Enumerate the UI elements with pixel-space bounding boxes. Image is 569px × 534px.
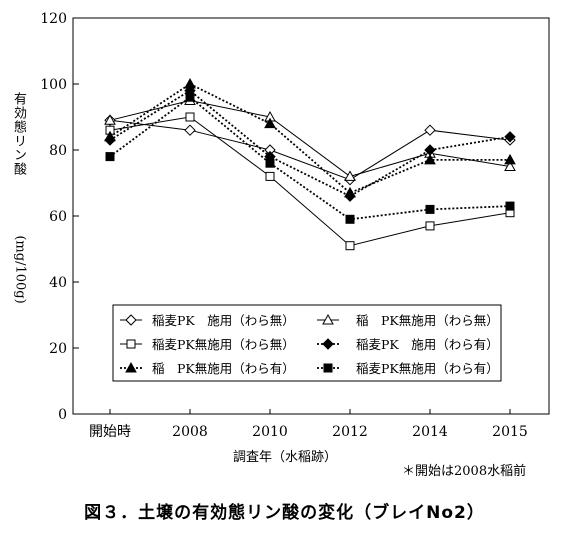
- legend-marker: [126, 339, 136, 349]
- series-line: [109, 96, 511, 221]
- data-point: [344, 170, 356, 181]
- figure-caption: 図３．土壌の有効態リン酸の変化（ブレイNo2）: [84, 503, 485, 523]
- legend-label: 稲麦PK無施用（わら有）: [356, 361, 499, 376]
- x-axis-label: 調査年（水稲跡）: [233, 449, 337, 465]
- legend-marker: [322, 338, 334, 350]
- data-point: [504, 160, 516, 171]
- data-point: [424, 124, 436, 136]
- legend-box: [112, 304, 502, 382]
- legend: 稲麦PK 施用（わら無） 稲 PK無施用（わら無） 稲麦PK無施用（わら無） 稲麦PK…: [112, 304, 502, 382]
- series-line: [109, 89, 511, 198]
- series-line: [109, 116, 511, 247]
- series-line: [109, 99, 511, 177]
- data-point: [424, 153, 436, 165]
- legend-label: 稲麦PK 施用（わら無）: [152, 313, 295, 328]
- x-tick-label: 2012: [332, 424, 368, 440]
- y-axis-unit: (mg/100g): [10, 232, 30, 312]
- x-tick-label: 2010: [252, 424, 288, 440]
- data-point: [265, 158, 275, 168]
- data-point: [104, 114, 116, 125]
- legend-marker: [323, 363, 333, 373]
- data-point: [345, 214, 355, 224]
- footnote: ＊開始は2008水稲前: [402, 464, 527, 479]
- data-point: [184, 77, 196, 89]
- y-axis-ticks: 0 20 40 60 80 100 120: [40, 11, 79, 423]
- data-point: [185, 92, 195, 102]
- y-tick-label: 20: [49, 341, 67, 357]
- data-point: [504, 131, 516, 143]
- y-axis-label-main: 有効態リン酸: [11, 92, 26, 176]
- data-point: [185, 112, 195, 122]
- legend-label: 稲麦PK 施用（わら有）: [356, 337, 499, 352]
- data-point: [105, 152, 115, 162]
- series-markers: [104, 77, 516, 251]
- data-point: [104, 130, 116, 142]
- y-tick-label: 120: [40, 11, 67, 27]
- y-axis-unit-text: (mg/100g): [12, 235, 28, 304]
- data-point: [184, 124, 196, 136]
- data-point: [504, 153, 516, 165]
- legend-label: 稲麦PK無施用（わら無）: [152, 337, 295, 352]
- legend-marker: [125, 314, 137, 326]
- legend-marker: [125, 361, 137, 373]
- legend-label: 稲 PK無施用（わら有）: [152, 361, 295, 376]
- data-point: [265, 171, 275, 181]
- x-tick-label: 2015: [492, 424, 528, 440]
- data-point: [425, 221, 435, 231]
- x-tick-label: 2014: [412, 424, 448, 440]
- y-tick-label: 100: [40, 77, 67, 93]
- series-line: [109, 119, 511, 181]
- x-tick-label: 開始時: [89, 424, 131, 440]
- data-point: [425, 204, 435, 214]
- data-point: [345, 241, 355, 251]
- y-axis-label: 有効態リン酸: [8, 92, 30, 176]
- series-lines: [109, 82, 511, 247]
- y-tick-label: 80: [49, 143, 67, 159]
- y-tick-label: 0: [58, 407, 67, 423]
- x-axis-ticks: 開始時 2008 2010 2012 2014 2015: [89, 409, 528, 440]
- x-tick-label: 2008: [172, 424, 208, 440]
- y-tick-label: 40: [49, 275, 67, 291]
- data-point: [264, 117, 276, 129]
- data-point: [505, 201, 515, 211]
- y-tick-label: 60: [49, 209, 67, 225]
- legend-label: 稲 PK無施用（わら無）: [356, 313, 499, 328]
- data-point: [344, 186, 356, 198]
- legend-marker: [322, 313, 334, 325]
